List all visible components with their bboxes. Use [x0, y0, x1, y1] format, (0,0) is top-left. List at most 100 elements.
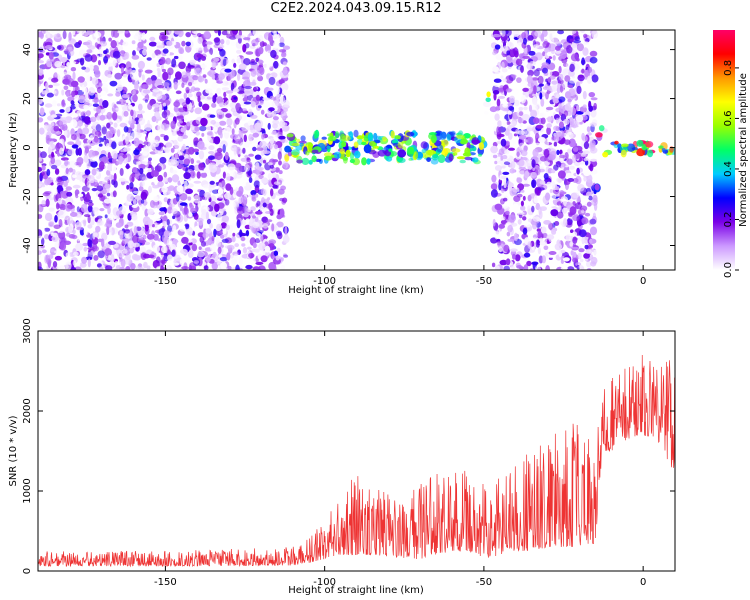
- spectrogram-cell: [51, 77, 59, 83]
- spectrogram-cell: [68, 61, 77, 65]
- spectrogram-cell: [228, 92, 232, 100]
- spectrogram-cell: [534, 265, 541, 270]
- spectrogram-cell: [324, 155, 333, 161]
- spectrogram-cell: [281, 52, 287, 58]
- spectrogram-cell: [199, 64, 207, 69]
- spectrogram-cell: [38, 214, 43, 219]
- spectrogram-cell: [114, 72, 123, 80]
- spectrogram-cell: [41, 90, 48, 95]
- spectrogram-cell: [243, 58, 251, 66]
- spectrogram-cell: [59, 109, 65, 113]
- spectrogram-cell: [158, 211, 165, 216]
- spectrogram-cell: [133, 254, 142, 261]
- spectrogram-cell: [124, 30, 129, 34]
- spectrogram-cell: [264, 45, 271, 53]
- spectrogram-cell: [68, 167, 74, 173]
- spectrogram-cell: [94, 130, 102, 136]
- spectrogram-cell: [578, 265, 584, 269]
- spectrogram-cell: [216, 261, 222, 266]
- spectrogram-cell: [196, 54, 204, 58]
- spectrogram-cell: [583, 33, 588, 39]
- spectrogram-cell: [55, 202, 60, 210]
- spectrogram-cell: [267, 122, 271, 130]
- spectrogram-cell: [176, 185, 184, 193]
- spectrogram-cell: [236, 190, 243, 197]
- spectrogram-cell: [210, 119, 216, 125]
- spectrogram-cell: [156, 256, 161, 264]
- spectrogram-cell: [525, 129, 531, 138]
- spectrogram-cell: [82, 242, 89, 247]
- spectrogram-cell: [68, 48, 75, 57]
- spectrogram-cell: [66, 191, 73, 197]
- spectrogram-cell: [464, 156, 473, 161]
- spectrogram-cell: [291, 142, 300, 147]
- spectrogram-cell: [621, 143, 629, 148]
- spectrogram-cell: [272, 123, 278, 129]
- spectrogram-cell: [523, 37, 527, 45]
- spectrogram-cell: [533, 44, 540, 49]
- snr-x-label: Height of straight line (km): [288, 585, 424, 596]
- spectrogram-cell: [508, 182, 513, 191]
- spectrogram-cell: [575, 262, 582, 267]
- spectrogram-cell: [321, 136, 327, 140]
- spectrogram-cell: [558, 205, 562, 211]
- spectrogram-cell: [205, 41, 213, 45]
- spectrogram-cell: [225, 199, 230, 206]
- spectrogram-cell: [250, 190, 257, 196]
- spectrogram-cell: [202, 184, 210, 189]
- spectrogram-cell: [274, 99, 280, 107]
- spectrogram-cell: [48, 207, 55, 212]
- spectrogram-cell: [227, 163, 236, 171]
- spectrogram-cell: [149, 36, 156, 42]
- spectrogram-cell: [564, 139, 571, 145]
- spectrogram-cell: [39, 127, 45, 135]
- spectrogram-cell: [537, 75, 544, 85]
- spectrogram-cell: [428, 132, 437, 136]
- colorbar-label: Normalized spectral amplitude: [738, 73, 749, 227]
- spectrogram-cell: [148, 185, 152, 194]
- spectrogram-cell: [244, 141, 250, 148]
- spectrogram-cell: [551, 229, 557, 235]
- spectrogram-cell: [250, 114, 258, 119]
- spectrogram-cell: [66, 232, 71, 237]
- spectrogram-cell: [178, 61, 186, 70]
- spectrogram-cell: [563, 118, 570, 125]
- spectrogram-cell: [226, 252, 231, 261]
- spectrogram-cell: [146, 265, 151, 270]
- spectrogram-cell: [513, 232, 519, 242]
- spectrogram-cell: [221, 87, 230, 91]
- spectrogram-cell: [223, 91, 227, 98]
- spectrogram-cell: [129, 71, 134, 79]
- spectrogram-cell: [91, 129, 97, 138]
- spectrogram-cell: [225, 224, 230, 231]
- spectrogram-cell: [275, 94, 280, 101]
- spectrogram-cell: [214, 30, 219, 34]
- spectrogram-cell: [271, 223, 275, 232]
- spectrogram-cell: [103, 56, 109, 64]
- spectrogram-cell: [551, 34, 559, 44]
- spectrogram-cell: [581, 209, 585, 214]
- spectrogram-cell: [132, 190, 140, 194]
- spectrogram-cell: [282, 45, 291, 50]
- spectrogram-cell: [251, 196, 257, 202]
- spectrogram-cell: [278, 42, 285, 48]
- spectrogram-cell: [194, 87, 201, 92]
- spectrogram-cell: [142, 89, 151, 94]
- spectrogram-cell: [498, 223, 505, 229]
- spectrogram-cell: [146, 57, 152, 61]
- spectrogram-cell: [280, 82, 289, 92]
- spectrogram-cell: [91, 77, 99, 85]
- spectrogram-cell: [221, 238, 229, 243]
- spectrogram-cell: [246, 246, 252, 250]
- spectrogram-cell: [577, 252, 582, 260]
- spectrogram-cell: [278, 170, 283, 175]
- spectrogram-cell: [345, 149, 351, 158]
- spectrogram-cell: [114, 253, 118, 259]
- spectrogram-cell: [38, 235, 43, 240]
- spectrogram-cell: [512, 253, 516, 260]
- spectrogram-cell: [206, 218, 212, 225]
- spectrogram-cell: [272, 130, 277, 135]
- spectrogram-cell: [503, 161, 511, 165]
- spectrogram-cell: [142, 151, 149, 156]
- spectrogram-cell: [76, 58, 83, 63]
